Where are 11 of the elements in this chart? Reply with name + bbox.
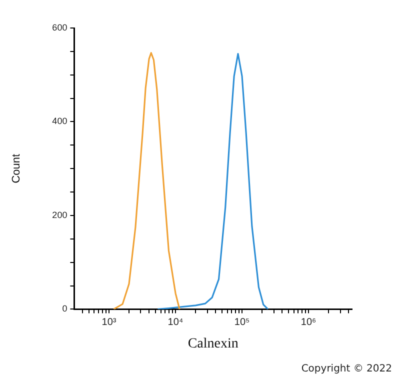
y-tick-label: 200 bbox=[52, 210, 68, 220]
y-tick-label: 600 bbox=[52, 22, 68, 32]
x-axis-title: Calnexin bbox=[188, 336, 238, 352]
y-tick-label: 400 bbox=[52, 116, 68, 126]
x-tick-label: 10⁶ bbox=[300, 316, 316, 328]
x-tick-label: 10⁴ bbox=[168, 316, 184, 328]
x-tick-label: 10³ bbox=[102, 316, 117, 328]
text: Copyright © 2022 bbox=[301, 364, 392, 375]
x-tick-label: 10⁵ bbox=[234, 316, 250, 328]
y-axis-title: Count bbox=[10, 154, 23, 184]
y-tick-label: 0 bbox=[62, 304, 68, 314]
